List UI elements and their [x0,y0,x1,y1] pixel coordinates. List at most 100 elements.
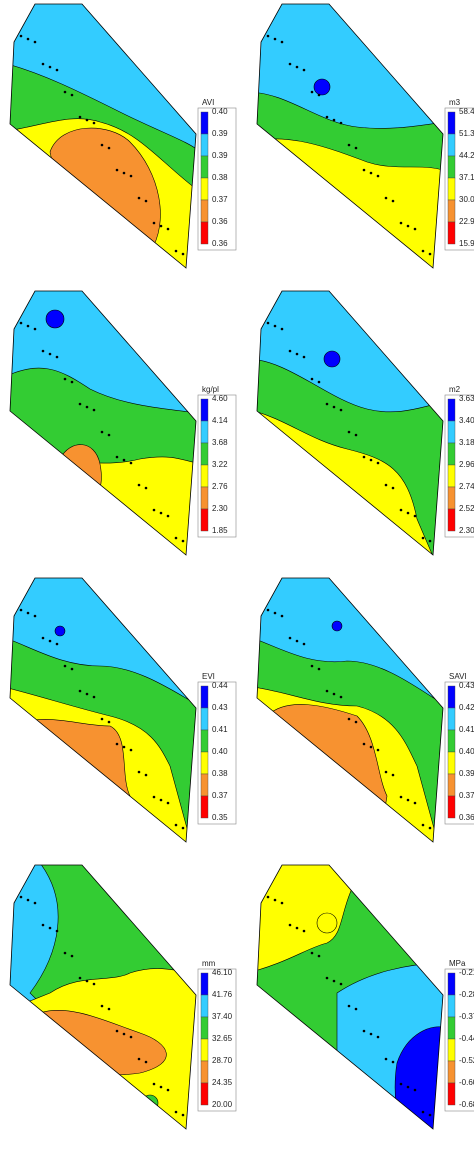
sample-point [428,1113,432,1117]
sample-point [63,664,67,668]
sample-point [265,876,269,880]
sample-point [391,1060,395,1064]
legend-label: 0.37 [212,791,228,800]
sample-point [137,770,141,774]
sample-point [100,1004,104,1008]
legend-label: 0.43 [459,681,474,690]
sample-point [288,62,292,66]
sample-point [354,1007,358,1011]
sample-point [391,486,395,490]
legend-swatch [447,177,456,201]
sample-point [115,742,119,746]
legend-swatch [200,1060,209,1084]
legend-swatch [200,994,209,1018]
legend-label: 3.63 [459,394,474,403]
sample-point [85,692,89,696]
sample-point [26,37,30,41]
sample-point [325,115,329,119]
contour-zone [59,444,102,501]
legend-label: 2.30 [459,526,474,535]
sample-point [159,224,163,228]
legend-swatch [447,398,456,422]
sample-point [19,895,23,899]
legend-label: 0.35 [212,813,228,822]
sample-point [92,695,96,699]
legend-label: 0.36 [212,239,228,248]
sample-point [421,536,425,540]
legend-swatch [447,972,456,996]
legend-swatch [200,221,209,245]
legend-swatch [200,177,209,201]
sample-point [41,349,45,353]
legend-swatch [200,1038,209,1062]
legend-label: -0.28 [459,990,474,999]
sample-point [122,745,126,749]
legend-label: 0.37 [212,195,228,204]
sample-point [310,664,314,668]
legend-swatch [200,199,209,223]
sample-point [181,1113,185,1117]
legend-label: 0.36 [212,217,228,226]
sample-point [26,898,30,902]
sample-point [347,143,351,147]
sample-point [339,982,343,986]
sample-point [107,1007,111,1011]
sample-point [122,1032,126,1036]
sample-point [317,954,321,958]
sample-point [332,118,336,122]
legend-label: 41.76 [212,990,233,999]
legend-swatch [200,133,209,157]
legend-swatch [447,133,456,157]
sample-point [78,402,82,406]
legend-title: m2 [449,385,461,394]
map-panel: kg/pl4.60 4.14 3.68 3.22 2.76 2.30 1.85 [9,290,237,556]
sample-point [325,402,329,406]
sample-point [26,324,30,328]
sample-point [18,15,22,19]
sample-point [369,745,373,749]
sample-point [33,327,37,331]
legend-label: -0.52 [459,1056,474,1065]
sample-point [265,589,269,593]
sample-point [384,196,388,200]
sample-point [92,982,96,986]
legend-label: 15.90 [459,239,474,248]
legend-swatch [200,464,209,488]
sample-point [413,227,417,231]
sample-point [78,976,82,980]
sample-point [273,611,277,615]
legend-label: 2.74 [459,482,474,491]
sample-point [406,1085,410,1089]
sample-point [174,249,178,253]
legend-label: 0.38 [212,769,228,778]
legend-title: m3 [449,98,461,107]
sample-point [302,929,306,933]
sample-point [174,536,178,540]
sample-point [19,608,23,612]
sample-point [100,430,104,434]
sample-point [115,1029,119,1033]
sample-point [406,224,410,228]
sample-point [428,826,432,830]
sample-point [266,608,270,612]
sample-point [266,321,270,325]
legend-swatch [447,155,456,179]
sample-point [391,199,395,203]
sample-point [369,458,373,462]
contour-zone [316,912,338,934]
sample-point [347,1004,351,1008]
sample-point [107,433,111,437]
legend-label: 4.14 [212,416,228,425]
legend-swatch [447,1038,456,1062]
legend-swatch [447,1060,456,1084]
sample-point [18,876,22,880]
legend-label: 22.99 [459,217,474,226]
sample-point [302,355,306,359]
map-outline [9,864,197,1130]
sample-point [129,748,133,752]
map-outline [256,3,444,269]
legend-swatch [447,685,456,709]
